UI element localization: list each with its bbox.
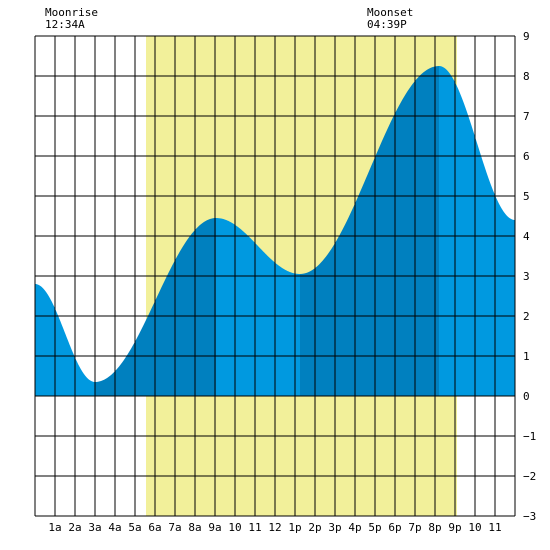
y-tick-label: 1: [523, 350, 530, 363]
y-tick-label: −1: [523, 430, 536, 443]
x-tick-label: 4a: [108, 521, 121, 534]
x-tick-label: 11: [248, 521, 261, 534]
y-tick-label: 3: [523, 270, 530, 283]
x-tick-label: 2p: [308, 521, 321, 534]
x-tick-label: 3a: [88, 521, 101, 534]
x-tick-label: 10: [468, 521, 481, 534]
tide-area-3: [216, 218, 300, 396]
x-tick-label: 8p: [428, 521, 441, 534]
x-tick-label: 9p: [448, 521, 461, 534]
x-tick-label: 6p: [388, 521, 401, 534]
y-tick-label: 9: [523, 30, 530, 43]
x-tick-label: 7a: [168, 521, 181, 534]
y-tick-label: 0: [523, 390, 530, 403]
x-tick-label: 2a: [68, 521, 81, 534]
y-tick-label: 6: [523, 150, 530, 163]
y-tick-label: 2: [523, 310, 530, 323]
moonset-time: 04:39P: [367, 18, 407, 31]
tide-area-5: [439, 66, 515, 396]
x-tick-label: 11: [488, 521, 501, 534]
x-tick-label: 1a: [48, 521, 61, 534]
x-tick-label: 4p: [348, 521, 361, 534]
y-tick-label: 5: [523, 190, 530, 203]
moonset-label: Moonset: [367, 6, 413, 19]
x-tick-label: 5a: [128, 521, 141, 534]
x-tick-label: 8a: [188, 521, 201, 534]
y-tick-label: 4: [523, 230, 530, 243]
x-tick-label: 3p: [328, 521, 341, 534]
y-tick-label: −3: [523, 510, 536, 523]
x-tick-label: 5p: [368, 521, 381, 534]
moonrise-label: Moonrise: [45, 6, 98, 19]
moonrise-time: 12:34A: [45, 18, 85, 31]
y-tick-label: 8: [523, 70, 530, 83]
x-tick-label: 12: [268, 521, 281, 534]
y-tick-label: 7: [523, 110, 530, 123]
x-tick-label: 9a: [208, 521, 221, 534]
y-tick-label: −2: [523, 470, 536, 483]
x-tick-label: 10: [228, 521, 241, 534]
x-tick-label: 7p: [408, 521, 421, 534]
tide-area-1: [35, 284, 95, 396]
x-tick-label: 6a: [148, 521, 161, 534]
x-tick-label: 1p: [288, 521, 301, 534]
